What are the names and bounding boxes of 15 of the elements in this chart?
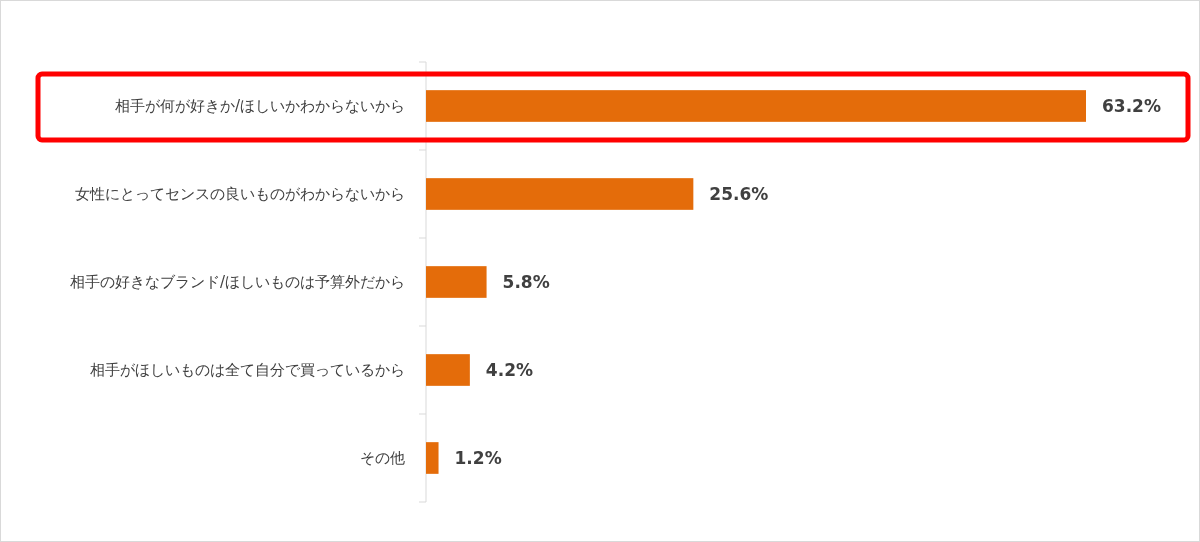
data-label: 63.2%: [1102, 96, 1161, 116]
y-tick-label: 女性にとってセンスの良いものがわからないから: [75, 185, 405, 203]
bar: [426, 442, 439, 474]
data-label: 25.6%: [709, 184, 769, 204]
bar: [426, 354, 470, 386]
y-tick-label: 相手がほしいものは全て自分で買っているから: [90, 361, 405, 379]
bar: [426, 178, 694, 210]
y-tick-label: その他: [360, 449, 405, 467]
data-label: 5.8%: [502, 272, 550, 292]
bar: [426, 90, 1086, 122]
data-label: 4.2%: [485, 360, 534, 380]
data-label: 1.2%: [454, 448, 502, 468]
y-tick-label: 相手の好きなブランド/ほしいものは予算外だから: [69, 273, 405, 291]
bar: [426, 266, 487, 298]
y-tick-label: 相手が何が好きか/ほしいかわからないから: [114, 97, 405, 115]
